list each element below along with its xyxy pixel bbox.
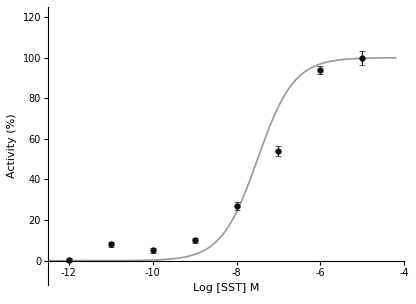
X-axis label: Log [SST] M: Log [SST] M (193, 283, 259, 293)
Y-axis label: Activity (%): Activity (%) (7, 114, 17, 178)
